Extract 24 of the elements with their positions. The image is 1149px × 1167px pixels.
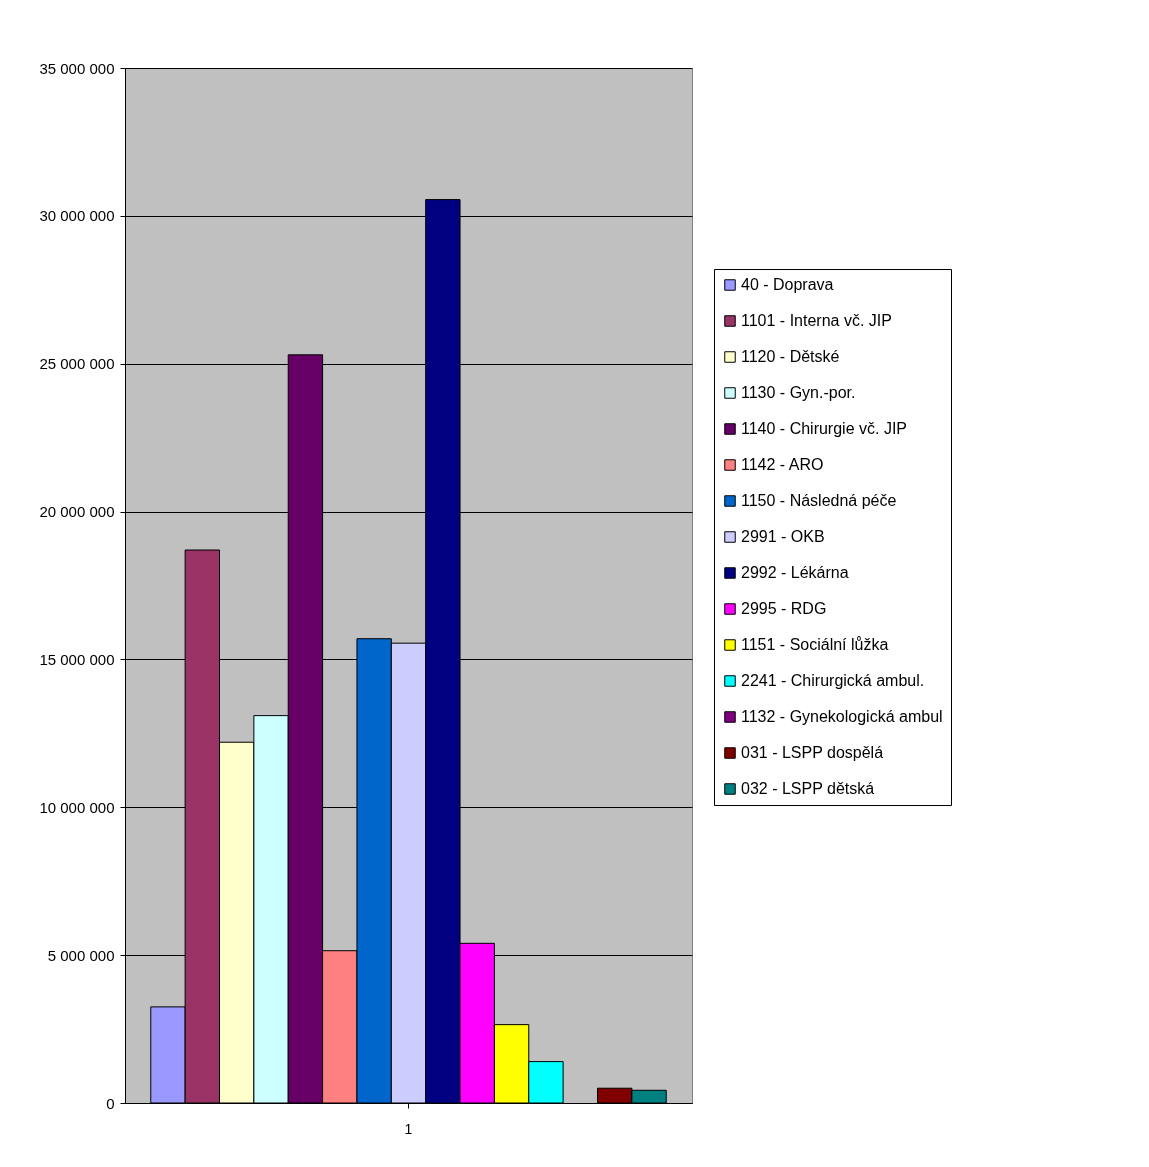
legend-label: 1101 - Interna vč. JIP (741, 312, 892, 329)
legend-label: 2991 - OKB (741, 528, 825, 545)
legend-label: 2995 - RDG (741, 600, 827, 617)
y-tick-label: 20 000 000 (39, 503, 115, 521)
legend-label: 40 - Doprava (741, 276, 834, 293)
x-tick-label: 1 (404, 1120, 413, 1137)
legend-label: 1132 - Gynekologická ambul (741, 708, 943, 725)
legend-label: 1142 - ARO (741, 456, 824, 473)
y-tick-label: 10 000 000 (39, 798, 115, 816)
legend-label: 2241 - Chirurgická ambul. (741, 672, 925, 689)
legend-label: 1120 - Dětské (741, 348, 840, 365)
y-tick-label: 5 000 000 (47, 946, 115, 964)
legend-label: 032 - LSPP dětská (741, 780, 875, 797)
y-tick-label: 15 000 000 (39, 650, 115, 668)
y-tick-label: 30 000 000 (39, 207, 115, 225)
legend-label: 1130 - Gyn.-por. (741, 384, 856, 401)
y-tick-label: 25 000 000 (39, 355, 115, 373)
legend-label: 031 - LSPP dospělá (741, 744, 884, 761)
y-tick-label: 35 000 000 (39, 59, 115, 77)
legend-label: 1140 - Chirurgie vč. JIP (741, 420, 907, 437)
legend-label: 2992 - Lékárna (741, 564, 849, 581)
legend-label: 1150 - Následná péče (741, 492, 897, 509)
y-tick-label: 0 (106, 1094, 115, 1112)
legend-label: 1151 - Sociální lůžka (741, 636, 889, 653)
